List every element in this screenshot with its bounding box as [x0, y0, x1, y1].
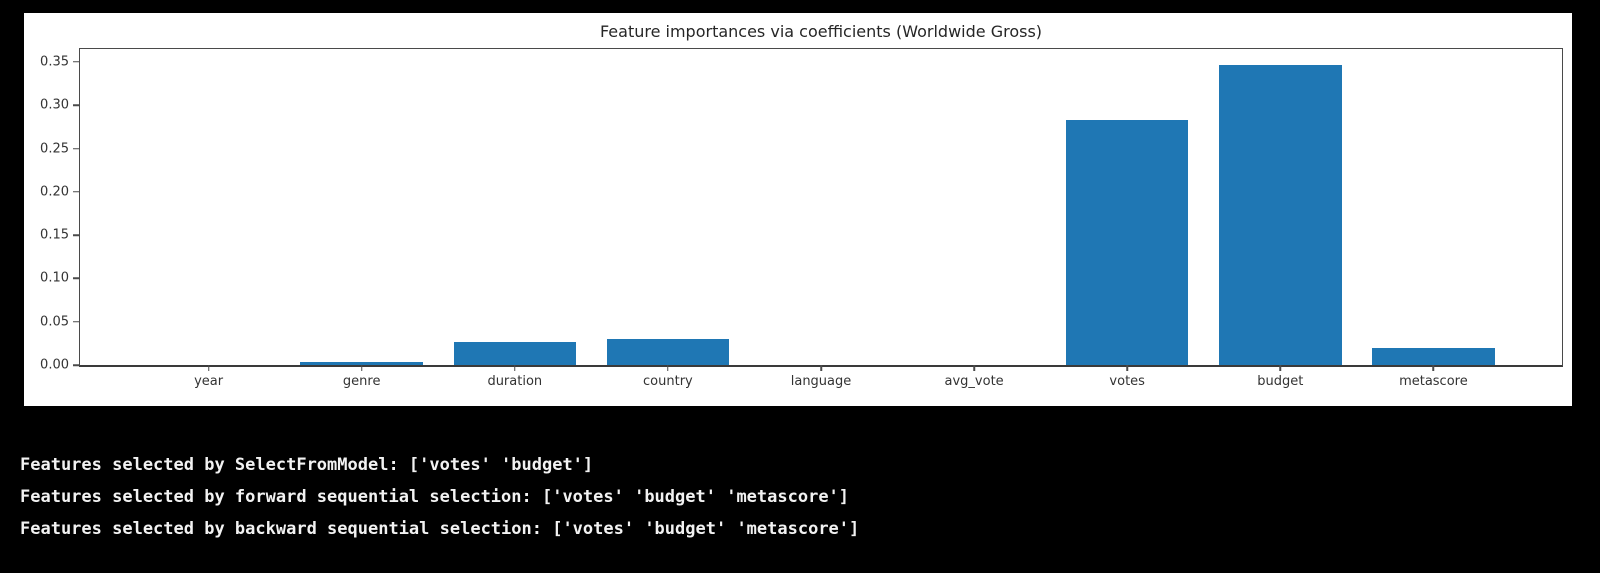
bar-votes — [1065, 120, 1189, 365]
y-tick-label-0.15: 0.15 — [40, 227, 69, 243]
chart-title: Feature importances via coefficients (Wo… — [599, 22, 1043, 41]
y-tick-0.35 — [73, 61, 79, 63]
x-tick-year — [207, 365, 210, 371]
y-tick-label-0.25: 0.25 — [40, 141, 69, 157]
y-tick-0.25 — [73, 147, 79, 150]
y-tick-label-0.30: 0.30 — [40, 97, 69, 113]
y-tick-0.30 — [73, 104, 79, 107]
x-tick-label-year: year — [194, 374, 224, 389]
bar-budget — [1219, 64, 1342, 365]
plot-area: year genre duration country language avg_vote… — [40, 48, 1563, 389]
x-tick-label-duration: duration — [487, 374, 543, 389]
y-tick-label-0.00: 0.00 — [40, 357, 69, 373]
x-tick-language — [820, 365, 822, 371]
console-line: Features selected by forward sequential … — [20, 487, 850, 507]
x-tick-label-language: language — [790, 374, 852, 389]
bar-metascore — [1372, 347, 1495, 365]
y-tick-label-0.35: 0.35 — [40, 54, 69, 70]
x-tick-label-votes: votes — [1109, 374, 1145, 389]
x-tick-country — [667, 365, 669, 371]
x-tick-avg_vote — [973, 365, 975, 371]
x-tick-votes — [1126, 365, 1128, 371]
figure-panel: Feature importances via coefficients (Wo… — [24, 13, 1572, 406]
x-tick-duration — [514, 365, 516, 371]
y-tick-0.05 — [73, 320, 79, 323]
x-tick-metascore — [1432, 365, 1435, 371]
bar-country — [606, 339, 730, 365]
y-tick-0.10 — [73, 277, 79, 280]
x-tick-budget — [1279, 365, 1282, 371]
bar-duration — [453, 341, 577, 365]
x-tick-label-country: country — [643, 374, 693, 389]
y-tick-label-0.05: 0.05 — [40, 314, 69, 330]
x-tick-label-avg_vote: avg_vote — [944, 374, 1004, 389]
console-output: Features selected by SelectFromModel: ['… — [20, 449, 859, 545]
console-line: Features selected by backward sequential… — [20, 519, 860, 539]
y-tick-0.15 — [73, 234, 79, 236]
y-tick-label-0.10: 0.10 — [40, 270, 69, 286]
x-tick-label-metascore: metascore — [1399, 374, 1468, 389]
x-tick-genre — [360, 365, 363, 371]
bar-genre — [300, 361, 423, 365]
x-tick-label-budget: budget — [1257, 374, 1304, 389]
x-tick-label-genre: genre — [342, 374, 381, 389]
y-tick-0.00 — [73, 364, 79, 366]
y-tick-label-0.20: 0.20 — [40, 184, 69, 200]
console-line: Features selected by SelectFromModel: ['… — [20, 455, 594, 475]
y-tick-0.20 — [73, 191, 79, 193]
